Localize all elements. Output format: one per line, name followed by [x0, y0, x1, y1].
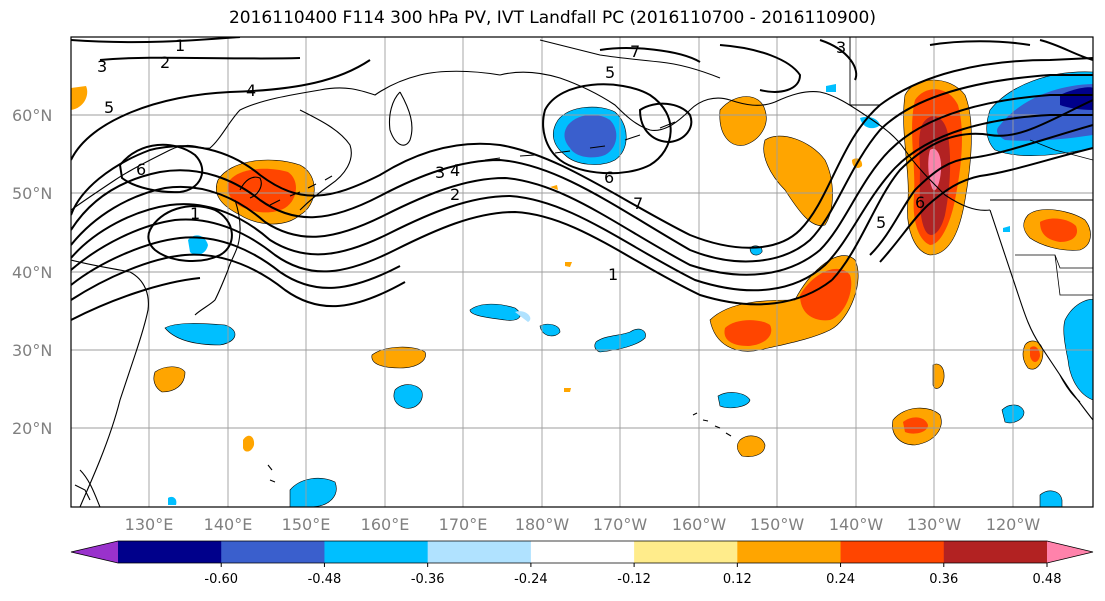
- contour-label: 5: [104, 98, 114, 117]
- lat-label-50n: 50°N: [12, 184, 52, 203]
- lon-label: 130°E: [125, 515, 174, 534]
- contour-label: 3: [97, 57, 107, 76]
- colorbar-tick-label: 0.12: [723, 572, 752, 587]
- colorbar-tick-label: -0.48: [308, 572, 342, 587]
- contour-label: 1: [608, 265, 618, 284]
- contour-label: 7: [633, 194, 643, 213]
- contour-label: 4: [246, 81, 256, 100]
- contour-label: 5: [605, 63, 615, 82]
- colorbar-tick-label: -0.36: [411, 572, 445, 587]
- colorbar-bin: [840, 541, 945, 563]
- colorbar-bin: [118, 541, 222, 563]
- lon-label: 130°W: [907, 515, 962, 534]
- colorbar-tick-label: -0.12: [617, 572, 651, 587]
- colorbar-bin: [427, 541, 532, 563]
- colorbar-tick-label: -0.60: [204, 572, 238, 587]
- contour-label: 3: [836, 38, 846, 57]
- colorbar-extend-high: [1047, 541, 1093, 563]
- colorbar-bin: [530, 541, 635, 563]
- contour-label: 5: [876, 213, 886, 232]
- lon-label: 140°W: [829, 515, 884, 534]
- graticule: [71, 37, 1093, 507]
- colorbar-bin: [324, 541, 429, 563]
- colorbar-bin: [634, 541, 738, 563]
- lon-label: 120°W: [986, 515, 1041, 534]
- lon-label: 160°W: [672, 515, 727, 534]
- colorbar-tick-label: -0.24: [514, 572, 548, 587]
- map-title: 2016110400 F114 300 hPa PV, IVT Landfall…: [228, 8, 876, 28]
- contour-labels: 1 2 3 4 5 6 7 1 2 3 4 5 6 7 1 5 6 3: [97, 36, 925, 284]
- contour-label: 4: [450, 161, 460, 180]
- colorbar-tick-label: 0.24: [826, 572, 855, 587]
- lon-label: 170°W: [593, 515, 648, 534]
- colorbar-bin: [221, 541, 325, 563]
- contour-label: 3: [435, 163, 445, 182]
- colorbar: -0.60 -0.48 -0.36 -0.24 -0.12 0.12 0.24 0.36 0.4…: [70, 540, 1094, 587]
- colorbar-bin: [943, 541, 1048, 563]
- colorbar-outline: [70, 540, 1094, 564]
- lon-label: 170°E: [439, 515, 488, 534]
- contour-label: 2: [160, 53, 170, 72]
- longitude-labels: 130°E 140°E 150°E 160°E 170°E 180°W 170°…: [125, 515, 1041, 534]
- colorbar-tick-label: 0.48: [1033, 572, 1062, 587]
- latitude-labels: 60°N 50°N 40°N 30°N 20°N: [12, 106, 52, 438]
- lat-label-20n: 20°N: [12, 419, 52, 438]
- lon-label: 150°E: [282, 515, 331, 534]
- contour-label: 6: [915, 193, 925, 212]
- lon-label: 180°W: [515, 515, 570, 534]
- lat-label-40n: 40°N: [12, 263, 52, 282]
- lat-label-30n: 30°N: [12, 341, 52, 360]
- lon-label: 150°W: [750, 515, 805, 534]
- colorbar-tick-label: 0.36: [929, 572, 958, 587]
- colorbar-extend-low: [71, 541, 118, 563]
- lon-label: 160°E: [361, 515, 410, 534]
- lon-label: 140°E: [204, 515, 253, 534]
- map-plot-area: 1 2 3 4 5 6 7 1 2 3 4 5 6 7 1 5 6 3: [70, 36, 1094, 508]
- contour-label: 1: [175, 36, 185, 55]
- contour-label: 6: [136, 160, 146, 179]
- contour-label: 2: [450, 185, 460, 204]
- colorbar-bin: [737, 541, 842, 563]
- lat-label-60n: 60°N: [12, 106, 52, 125]
- pv-contours: [71, 37, 1093, 321]
- contour-label: 1: [190, 204, 200, 223]
- contour-label: 6: [604, 168, 614, 187]
- map-frame: [70, 36, 1094, 508]
- shaded-anomaly-fields: [71, 71, 1093, 507]
- contour-label: 7: [630, 42, 640, 61]
